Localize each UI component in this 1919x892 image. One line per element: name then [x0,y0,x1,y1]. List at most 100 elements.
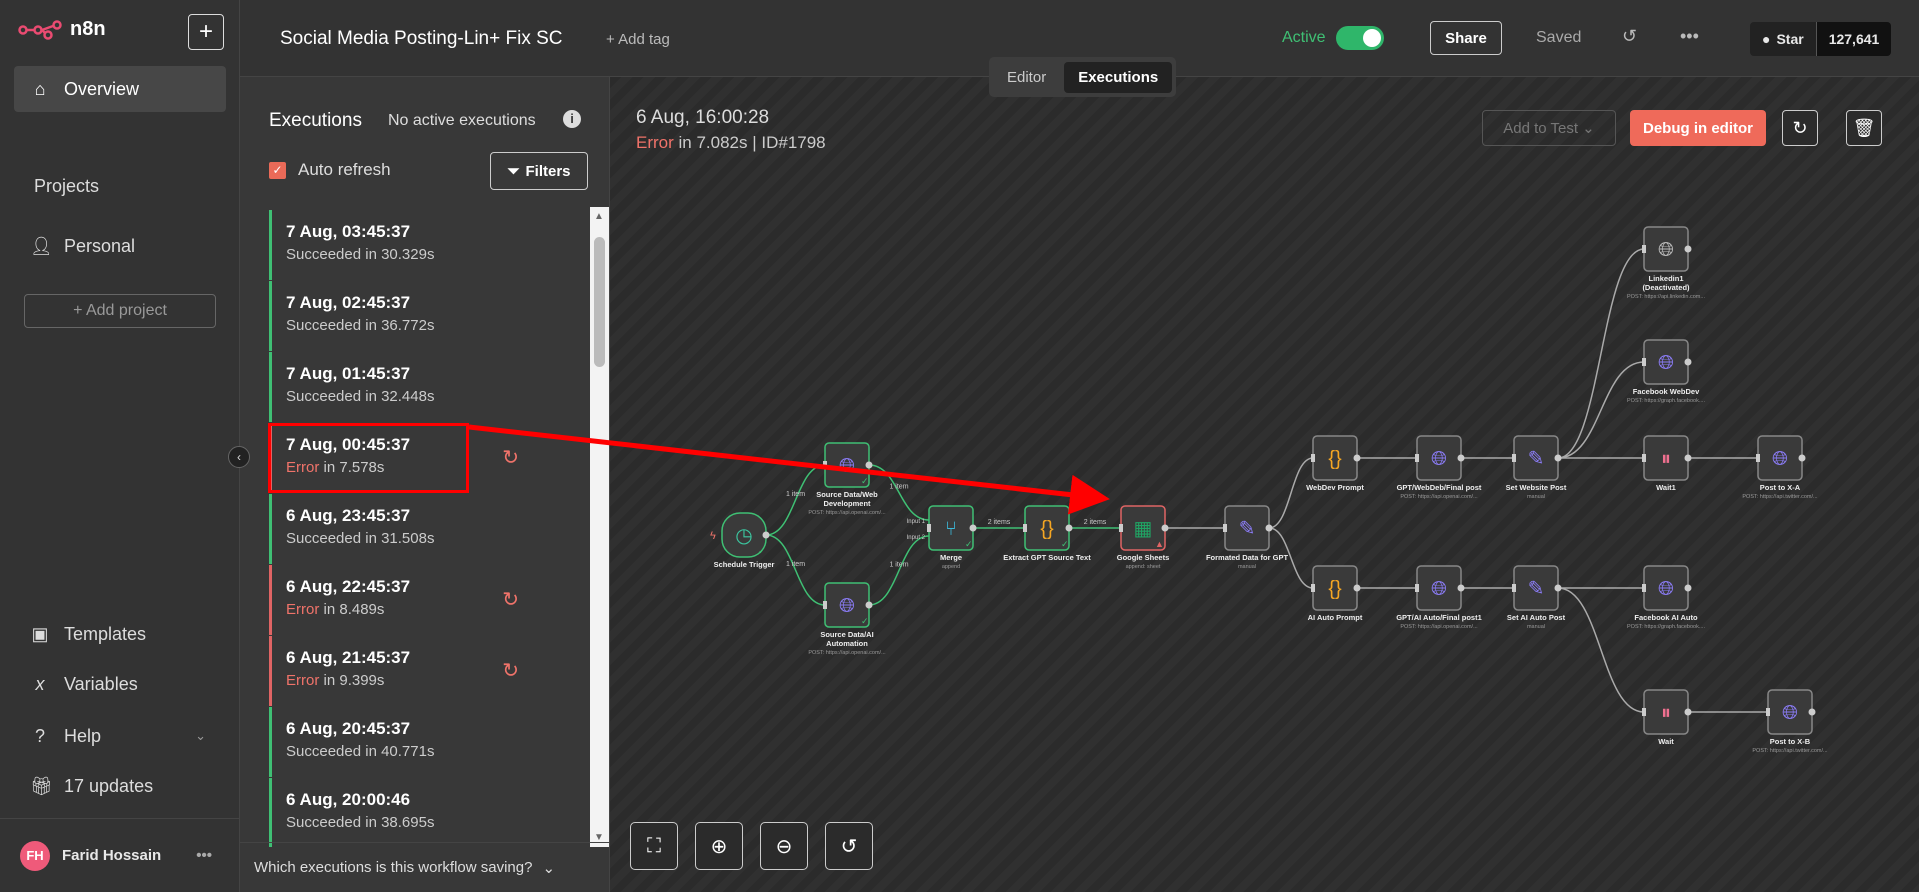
sidebar-item-overview[interactable]: ⌂ Overview [14,66,226,112]
more-icon[interactable]: ••• [196,847,212,864]
retry-icon[interactable]: ↻ [502,589,519,611]
sidebar-item-variables[interactable]: x Variables [14,661,226,707]
workflow-node[interactable]: ▦▲ Google Sheets append: sheet [1083,505,1203,589]
connection[interactable] [868,535,930,606]
connection[interactable] [1268,527,1314,589]
input-handle[interactable] [1512,454,1516,462]
tab-executions[interactable]: Executions [1064,61,1173,93]
input-handle[interactable] [1512,584,1516,592]
output-handle[interactable] [1684,358,1692,366]
new-workflow-button[interactable]: + [188,14,224,50]
collapse-sidebar-button[interactable]: ‹ [228,446,250,468]
connection[interactable] [1268,457,1314,529]
execution-item[interactable]: 6 Aug, 21:45:37 Error in 9.399s ↻ [269,636,559,706]
output-handle[interactable] [1554,584,1562,592]
scroll-thumb[interactable] [594,237,605,367]
workflow-title[interactable]: Social Media Posting-Lin+ Fix SC [280,28,563,49]
workflow-node[interactable]: 🌐︎ Facebook AI Auto POST: https://graph.fa… [1606,565,1726,649]
input-handle[interactable] [1642,584,1646,592]
sidebar-item-templates[interactable]: ▣ Templates [14,611,226,657]
history-icon[interactable]: ↺ [1622,26,1638,46]
auto-refresh-label[interactable]: Auto refresh [298,160,391,179]
workflow-node[interactable]: 🌐︎ Post to X-B POST: https://api.twitter.c… [1730,689,1850,773]
workflow-node[interactable]: 🌐︎ GPT/AI Auto/Final post1 POST: https://a… [1379,565,1499,649]
info-icon[interactable]: i [563,110,581,128]
workflow-node[interactable]: {} WebDev Prompt [1275,435,1395,519]
zoom-out-button[interactable]: ⊖ [760,822,808,870]
workflow-node[interactable]: 🌐︎ ✓ Source Data/AI Automation POST: https:… [787,582,907,666]
workflow-node[interactable]: 🌐︎ Post to X-A POST: https://api.twitter.c… [1720,435,1840,519]
workflow-node[interactable]: 🌐︎ GPT/WebDeb/Final post POST: https://api… [1379,435,1499,519]
zoom-in-button[interactable]: ⊕ [695,822,743,870]
output-handle[interactable] [762,531,770,539]
workflow-canvas[interactable]: 6 Aug, 16:00:28 Error in 7.082s | ID#179… [610,77,1919,892]
output-handle[interactable] [1684,584,1692,592]
auto-refresh-checkbox[interactable]: ✓ [269,162,286,179]
output-handle[interactable] [1684,708,1692,716]
share-button[interactable]: Share [1430,21,1502,55]
output-handle[interactable] [865,601,873,609]
sidebar-item-help[interactable]: ? Help ⌄ [14,713,226,759]
input-handle[interactable] [1023,524,1027,532]
scrollbar[interactable]: ▲ ▼ [590,207,609,847]
scroll-down-icon[interactable]: ▼ [594,832,604,843]
n8n-logo[interactable]: n8n [18,18,106,41]
tab-editor[interactable]: Editor [1007,68,1047,86]
input-handle[interactable] [1223,524,1227,532]
github-star-button[interactable]: ● Star 127,641 [1750,22,1892,56]
input-handle[interactable] [1642,245,1646,253]
saving-settings-link[interactable]: Which executions is this workflow saving… [240,842,610,892]
execution-item[interactable]: 6 Aug, 20:00:46 Succeeded in 38.695s [269,778,559,847]
active-toggle[interactable] [1336,26,1384,50]
output-handle[interactable] [1554,454,1562,462]
input-handle[interactable] [1311,454,1315,462]
workflow-node[interactable]: ⏸ Wait1 [1606,435,1726,519]
execution-item[interactable]: 6 Aug, 22:45:37 Error in 8.489s ↻ [269,565,559,635]
output-handle[interactable] [865,461,873,469]
workflow-node[interactable]: {} ✓ Extract GPT Source Text [987,505,1107,589]
input-handle[interactable] [1415,584,1419,592]
workflow-node[interactable]: ◷ ✓ ϟ Schedule Trigger [684,512,804,596]
scroll-up-icon[interactable]: ▲ [594,211,604,222]
retry-icon[interactable]: ↻ [502,447,519,469]
add-to-test-button[interactable]: Add to Test ⌄ [1482,110,1616,146]
execution-item[interactable]: 7 Aug, 01:45:37 Succeeded in 32.448s [269,352,559,422]
output-handle[interactable] [969,524,977,532]
output-handle[interactable] [1684,454,1692,462]
sidebar-item-updates[interactable]: 🎁︎ 17 updates [14,763,226,809]
output-handle[interactable] [1798,454,1806,462]
output-handle[interactable] [1065,524,1073,532]
reset-zoom-button[interactable]: ↺ [825,822,873,870]
user-menu[interactable]: FH Farid Hossain ••• [0,818,240,892]
input-handle[interactable] [927,524,931,532]
output-handle[interactable] [1353,454,1361,462]
output-handle[interactable] [1353,584,1361,592]
workflow-node[interactable]: ⑂ ✓Merge append [891,505,1011,589]
input-handle[interactable] [823,601,827,609]
more-icon[interactable]: ••• [1680,26,1699,46]
connection[interactable] [765,534,826,606]
input-handle[interactable] [1119,524,1123,532]
delete-execution-button[interactable]: 🗑︎ [1846,110,1882,146]
output-handle[interactable] [1808,708,1816,716]
execution-item[interactable]: 7 Aug, 02:45:37 Succeeded in 36.772s [269,281,559,351]
input-handle[interactable] [1642,454,1646,462]
add-project-button[interactable]: + Add project [24,294,216,328]
workflow-node[interactable]: ✎ Formated Data for GPT manual [1187,505,1307,589]
retry-icon[interactable]: ↻ [502,660,519,682]
fit-view-button[interactable]: ⛶ [630,822,678,870]
output-handle[interactable] [1457,454,1465,462]
workflow-node[interactable]: 🌐︎ Linkedin1 (Deactivated) POST: https://a… [1606,226,1726,310]
input-handle[interactable] [1756,454,1760,462]
workflow-node[interactable]: {} AI Auto Prompt [1275,565,1395,649]
connection[interactable] [1557,587,1645,713]
execution-item[interactable]: 6 Aug, 23:45:37 Succeeded in 31.508s [269,494,559,564]
sidebar-item-personal[interactable]: 👤︎ Personal [14,223,226,269]
add-tag-button[interactable]: + Add tag [606,31,670,48]
filters-button[interactable]: ⏷ Filters [490,152,588,190]
execution-item[interactable]: 6 Aug, 20:45:37 Succeeded in 40.771s [269,707,559,777]
execution-item[interactable]: 7 Aug, 03:45:37 Succeeded in 30.329s [269,210,559,280]
workflow-node[interactable]: ✎ Set AI Auto Post manual [1476,565,1596,649]
output-handle[interactable] [1457,584,1465,592]
debug-in-editor-button[interactable]: Debug in editor [1630,110,1766,146]
